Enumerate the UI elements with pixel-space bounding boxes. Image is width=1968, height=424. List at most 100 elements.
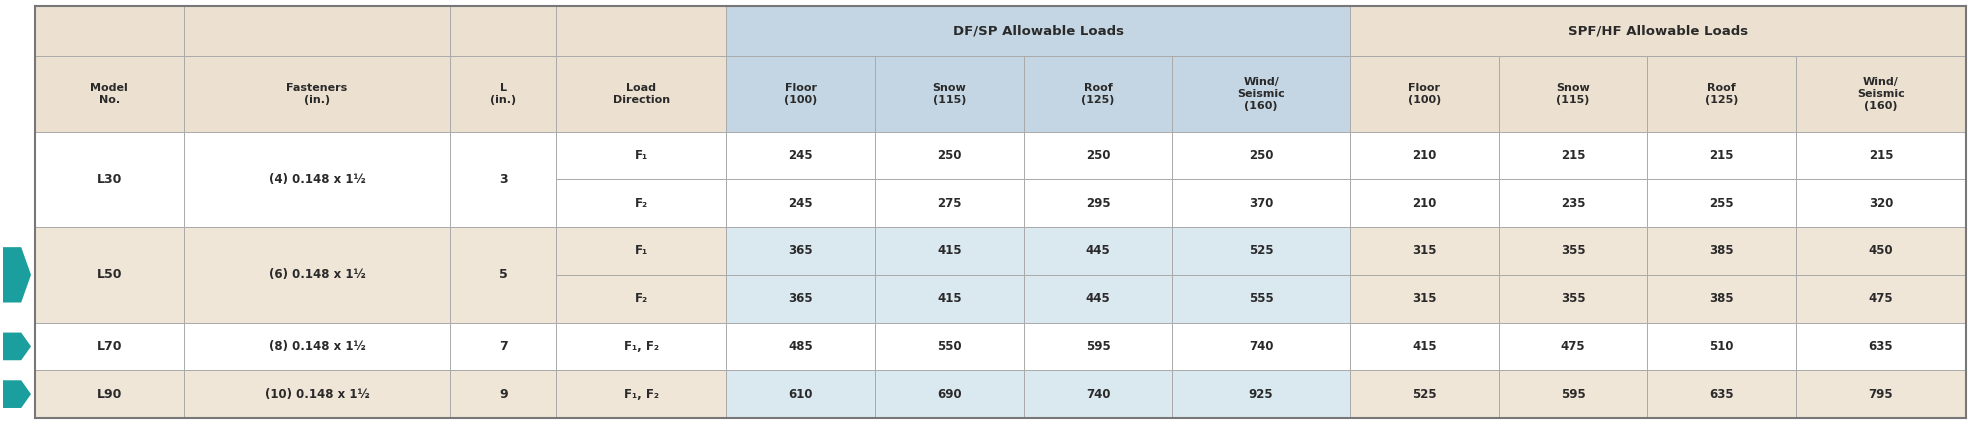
Bar bbox=[1797, 56, 1966, 132]
Text: 255: 255 bbox=[1710, 197, 1734, 210]
Text: 215: 215 bbox=[1561, 149, 1586, 162]
Bar bbox=[1500, 56, 1647, 132]
Text: L90: L90 bbox=[96, 388, 122, 401]
Bar bbox=[1500, 370, 1647, 418]
Bar bbox=[183, 56, 451, 132]
Text: 250: 250 bbox=[937, 149, 962, 162]
Text: 355: 355 bbox=[1561, 292, 1586, 305]
Bar bbox=[726, 227, 876, 275]
Text: Wind/
Seismic
(160): Wind/ Seismic (160) bbox=[1858, 77, 1905, 111]
Polygon shape bbox=[4, 332, 31, 360]
Bar bbox=[876, 179, 1023, 227]
Bar bbox=[1797, 179, 1966, 227]
Text: (6) 0.148 x 1½: (6) 0.148 x 1½ bbox=[268, 268, 366, 282]
Text: Snow
(115): Snow (115) bbox=[933, 83, 966, 105]
Bar bbox=[557, 132, 726, 179]
Bar bbox=[1023, 56, 1173, 132]
Text: (8) 0.148 x 1½: (8) 0.148 x 1½ bbox=[268, 340, 366, 353]
Bar bbox=[726, 179, 876, 227]
Bar bbox=[451, 132, 557, 227]
Text: DF/SP Allowable Loads: DF/SP Allowable Loads bbox=[953, 25, 1124, 38]
Bar bbox=[1023, 275, 1173, 323]
Text: L70: L70 bbox=[96, 340, 122, 353]
Bar bbox=[1350, 56, 1500, 132]
Bar bbox=[726, 56, 876, 132]
Bar bbox=[1350, 132, 1500, 179]
Bar bbox=[1173, 275, 1350, 323]
Bar bbox=[1350, 370, 1500, 418]
Bar bbox=[35, 227, 183, 323]
Bar bbox=[1647, 370, 1797, 418]
Bar bbox=[1350, 6, 1966, 56]
Bar bbox=[1647, 179, 1797, 227]
Bar bbox=[1173, 132, 1350, 179]
Bar bbox=[183, 370, 451, 418]
Text: 795: 795 bbox=[1870, 388, 1893, 401]
Bar bbox=[451, 56, 557, 132]
Text: (10) 0.148 x 1½: (10) 0.148 x 1½ bbox=[264, 388, 370, 401]
Text: Fasteners
(in.): Fasteners (in.) bbox=[285, 83, 348, 105]
Bar bbox=[1647, 132, 1797, 179]
Text: Model
No.: Model No. bbox=[91, 83, 128, 105]
Bar bbox=[1797, 323, 1966, 370]
Text: Roof
(125): Roof (125) bbox=[1704, 83, 1738, 105]
Bar bbox=[1500, 323, 1647, 370]
Bar bbox=[1647, 56, 1797, 132]
Text: 215: 215 bbox=[1870, 149, 1893, 162]
Text: 365: 365 bbox=[789, 245, 813, 257]
Text: 510: 510 bbox=[1710, 340, 1734, 353]
Bar bbox=[35, 6, 183, 132]
Text: 445: 445 bbox=[1086, 292, 1110, 305]
Text: 555: 555 bbox=[1250, 292, 1273, 305]
Text: 595: 595 bbox=[1086, 340, 1110, 353]
Bar bbox=[35, 132, 183, 227]
Bar bbox=[1023, 132, 1173, 179]
Text: L30: L30 bbox=[96, 173, 122, 186]
Bar bbox=[35, 56, 183, 132]
Bar bbox=[557, 370, 726, 418]
Bar bbox=[1350, 275, 1500, 323]
Text: 250: 250 bbox=[1086, 149, 1110, 162]
Bar bbox=[557, 275, 726, 323]
Bar bbox=[1647, 323, 1797, 370]
Text: 475: 475 bbox=[1561, 340, 1586, 353]
Bar bbox=[557, 56, 726, 132]
Text: 235: 235 bbox=[1561, 197, 1586, 210]
Text: L50: L50 bbox=[96, 268, 122, 282]
Bar bbox=[1173, 179, 1350, 227]
Text: F₁, F₂: F₁, F₂ bbox=[624, 340, 659, 353]
Bar bbox=[451, 6, 557, 132]
Text: Roof
(125): Roof (125) bbox=[1080, 83, 1114, 105]
Text: 740: 740 bbox=[1250, 340, 1273, 353]
Bar bbox=[451, 323, 557, 370]
Text: 5: 5 bbox=[500, 268, 508, 282]
Text: Floor
(100): Floor (100) bbox=[1407, 83, 1441, 105]
Bar bbox=[557, 6, 726, 132]
Text: 275: 275 bbox=[937, 197, 962, 210]
Bar bbox=[726, 275, 876, 323]
Bar bbox=[1350, 227, 1500, 275]
Text: 485: 485 bbox=[789, 340, 813, 353]
Text: Snow
(115): Snow (115) bbox=[1557, 83, 1590, 105]
Bar bbox=[1647, 227, 1797, 275]
Text: F₂: F₂ bbox=[636, 197, 647, 210]
Bar bbox=[1023, 227, 1173, 275]
Text: 250: 250 bbox=[1250, 149, 1273, 162]
Bar bbox=[1500, 275, 1647, 323]
Text: 9: 9 bbox=[500, 388, 508, 401]
Bar bbox=[35, 370, 183, 418]
Text: 525: 525 bbox=[1413, 388, 1437, 401]
Text: 925: 925 bbox=[1250, 388, 1273, 401]
Bar bbox=[183, 132, 451, 227]
Bar bbox=[1647, 275, 1797, 323]
Bar bbox=[1797, 275, 1966, 323]
Text: 525: 525 bbox=[1250, 245, 1273, 257]
Text: 210: 210 bbox=[1413, 197, 1437, 210]
Bar bbox=[876, 370, 1023, 418]
Text: 385: 385 bbox=[1710, 292, 1734, 305]
Bar bbox=[876, 56, 1023, 132]
Text: 610: 610 bbox=[789, 388, 813, 401]
Bar bbox=[726, 323, 876, 370]
Text: 320: 320 bbox=[1870, 197, 1893, 210]
Text: L
(in.): L (in.) bbox=[490, 83, 516, 105]
